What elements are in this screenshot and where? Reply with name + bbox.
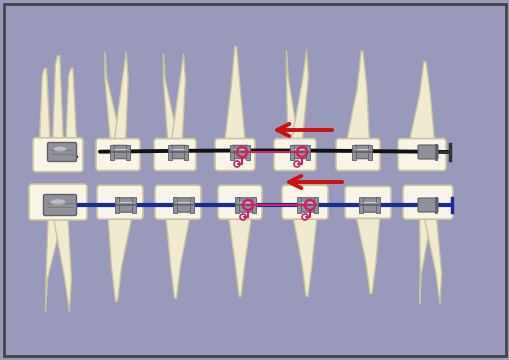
Ellipse shape <box>355 196 371 204</box>
Bar <box>189 197 193 213</box>
Polygon shape <box>45 217 63 312</box>
Bar <box>110 144 114 159</box>
Bar <box>290 144 293 159</box>
FancyBboxPatch shape <box>29 184 87 220</box>
Ellipse shape <box>106 148 122 156</box>
Polygon shape <box>224 46 245 141</box>
FancyBboxPatch shape <box>417 198 437 212</box>
FancyBboxPatch shape <box>236 198 253 212</box>
Ellipse shape <box>165 195 182 204</box>
Ellipse shape <box>409 148 426 156</box>
Bar <box>297 197 301 213</box>
Polygon shape <box>419 216 431 304</box>
FancyBboxPatch shape <box>169 145 186 159</box>
Polygon shape <box>346 51 369 141</box>
Polygon shape <box>163 54 178 141</box>
FancyBboxPatch shape <box>96 139 140 171</box>
FancyBboxPatch shape <box>335 139 379 171</box>
Bar <box>167 144 172 159</box>
Ellipse shape <box>108 195 124 204</box>
Bar <box>230 144 234 159</box>
FancyBboxPatch shape <box>47 143 76 162</box>
Polygon shape <box>409 62 434 141</box>
FancyBboxPatch shape <box>273 139 316 171</box>
Bar <box>245 144 249 159</box>
FancyBboxPatch shape <box>360 198 378 212</box>
FancyBboxPatch shape <box>174 198 191 212</box>
Bar <box>359 197 363 213</box>
Polygon shape <box>105 51 122 141</box>
Ellipse shape <box>42 194 63 203</box>
Polygon shape <box>228 216 251 296</box>
Bar <box>234 197 238 213</box>
Ellipse shape <box>53 147 66 152</box>
FancyBboxPatch shape <box>33 138 83 172</box>
Polygon shape <box>53 217 71 312</box>
FancyBboxPatch shape <box>281 185 327 219</box>
FancyBboxPatch shape <box>97 185 143 219</box>
Polygon shape <box>171 54 185 141</box>
Polygon shape <box>423 216 441 304</box>
Bar <box>367 144 371 159</box>
Bar <box>351 144 355 159</box>
FancyBboxPatch shape <box>402 185 452 219</box>
FancyBboxPatch shape <box>299 198 316 212</box>
Ellipse shape <box>284 148 298 156</box>
Bar <box>115 197 118 213</box>
FancyBboxPatch shape <box>291 145 307 159</box>
Bar <box>305 144 309 159</box>
Polygon shape <box>108 216 132 301</box>
FancyBboxPatch shape <box>397 139 445 171</box>
Polygon shape <box>291 50 308 141</box>
Polygon shape <box>52 56 63 141</box>
FancyBboxPatch shape <box>417 145 437 159</box>
FancyBboxPatch shape <box>344 186 390 219</box>
FancyBboxPatch shape <box>155 185 201 219</box>
Polygon shape <box>355 215 379 293</box>
Polygon shape <box>66 68 76 141</box>
Bar <box>251 197 255 213</box>
FancyBboxPatch shape <box>111 145 128 159</box>
Polygon shape <box>165 216 190 298</box>
Polygon shape <box>114 51 128 141</box>
Ellipse shape <box>224 148 238 156</box>
Bar <box>126 144 130 159</box>
Ellipse shape <box>50 199 65 205</box>
Ellipse shape <box>414 195 432 204</box>
Ellipse shape <box>293 195 308 204</box>
Ellipse shape <box>346 148 361 156</box>
Bar <box>131 197 135 213</box>
Polygon shape <box>39 68 50 141</box>
FancyBboxPatch shape <box>215 139 254 171</box>
FancyBboxPatch shape <box>116 198 133 212</box>
Bar <box>314 197 318 213</box>
Bar <box>376 197 380 213</box>
Bar <box>184 144 188 159</box>
Ellipse shape <box>45 148 62 156</box>
Bar <box>172 197 176 213</box>
Polygon shape <box>293 216 317 296</box>
Ellipse shape <box>164 148 178 156</box>
FancyBboxPatch shape <box>217 185 262 219</box>
FancyBboxPatch shape <box>154 139 195 171</box>
Ellipse shape <box>228 195 243 204</box>
FancyBboxPatch shape <box>353 145 370 159</box>
FancyBboxPatch shape <box>43 194 76 216</box>
Polygon shape <box>286 50 298 141</box>
FancyBboxPatch shape <box>232 145 248 159</box>
